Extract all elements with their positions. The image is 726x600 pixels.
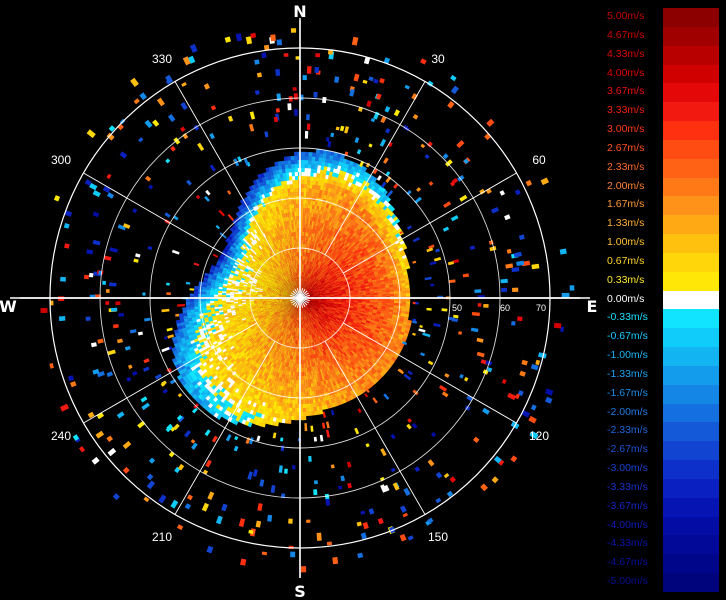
east-label: E [587, 297, 598, 316]
legend-swatch [663, 554, 719, 574]
legend-label: 4.33m/s [607, 47, 645, 60]
legend-label: -4.33m/s [607, 537, 648, 550]
legend-swatch [663, 234, 719, 254]
legend-label: -3.33m/s [607, 480, 648, 493]
legend-swatch [663, 26, 719, 47]
legend-label: 0.33m/s [607, 273, 645, 286]
legend-swatch [663, 139, 719, 160]
legend-label: -2.00m/s [607, 405, 648, 418]
azimuth-label: 30 [431, 52, 445, 66]
legend-swatch [663, 45, 719, 65]
legend-label: 3.00m/s [607, 123, 645, 136]
legend-label: -2.33m/s [607, 424, 648, 437]
legend-swatch [663, 252, 719, 273]
center-marker [290, 288, 310, 308]
legend-label: -3.67m/s [607, 499, 648, 512]
legend-swatch [663, 422, 719, 442]
legend-label: -1.33m/s [607, 367, 648, 380]
legend-swatch [663, 573, 719, 593]
legend-label: 1.67m/s [607, 198, 645, 211]
legend-label: 5.00m/s [607, 10, 645, 22]
legend-swatch [663, 328, 719, 348]
legend-swatch [663, 215, 719, 235]
legend-swatch [663, 121, 719, 141]
legend-label: 3.67m/s [607, 85, 645, 98]
radar-velocity-display: N S E W 30 60 120 150 210 240 300 330 50 60 70 [0, 2, 598, 600]
radar-echo-field [40, 28, 575, 573]
legend-swatch [663, 535, 719, 555]
azimuth-label: 210 [152, 530, 172, 544]
legend-label: 0.00m/s [607, 292, 645, 305]
legend-swatch [663, 8, 719, 28]
legend-swatch [663, 497, 719, 518]
legend-label: 4.00m/s [607, 66, 645, 79]
legend-swatch [663, 196, 719, 216]
range-label: 50 [452, 303, 462, 313]
legend-label: -4.67m/s [607, 556, 648, 569]
legend-label: -5.00m/s [607, 575, 648, 588]
azimuth-label: 330 [152, 52, 172, 66]
south-label: S [294, 582, 306, 600]
legend-label: -3.00m/s [607, 462, 648, 475]
legend-label: 2.33m/s [607, 160, 645, 173]
azimuth-label: 300 [51, 153, 71, 167]
legend-label: 0.67m/s [607, 254, 645, 267]
legend-label: 2.67m/s [607, 141, 645, 154]
legend-swatch [663, 403, 719, 423]
legend-label: -0.33m/s [607, 311, 648, 324]
legend-swatch [663, 347, 719, 367]
range-labels: 50 60 70 [452, 303, 546, 313]
legend-label: -1.00m/s [607, 349, 648, 362]
legend-swatch [663, 290, 719, 310]
west-label: W [0, 297, 17, 316]
legend-label: 3.33m/s [607, 104, 645, 117]
legend-label: -2.67m/s [607, 443, 648, 456]
legend-swatch [663, 64, 719, 84]
legend-swatch [663, 365, 719, 386]
legend-label: 2.00m/s [607, 179, 645, 192]
legend-swatch [663, 384, 719, 405]
legend-label: 4.67m/s [607, 28, 645, 41]
legend-swatch [663, 516, 719, 536]
legend-swatch [663, 102, 719, 122]
legend-swatch [663, 309, 719, 329]
north-label: N [293, 2, 306, 21]
legend-swatch [663, 83, 719, 103]
azimuth-label: 150 [428, 530, 448, 544]
azimuth-label: 60 [532, 153, 546, 167]
velocity-color-legend: 5.00m/s 4.67m/s 4.33m/s 4.00m/s 3.67m/s 3.33m… [605, 8, 721, 593]
legend-swatch [663, 271, 719, 292]
range-label: 70 [536, 303, 546, 313]
legend-label: 1.00m/s [607, 236, 645, 249]
azimuth-label: 120 [529, 429, 549, 443]
legend-label: -0.67m/s [607, 330, 648, 343]
azimuth-labels: 30 60 120 150 210 240 300 330 [51, 52, 549, 544]
legend-label: -1.67m/s [607, 386, 648, 399]
range-label: 60 [500, 303, 510, 313]
legend-label: -4.00m/s [607, 518, 648, 531]
legend-swatch [663, 478, 719, 499]
legend-label: 1.33m/s [607, 217, 645, 230]
legend-swatch [663, 177, 719, 197]
azimuth-label: 240 [51, 429, 71, 443]
legend-swatch [663, 460, 719, 480]
legend-swatch [663, 158, 719, 179]
legend-swatch [663, 441, 719, 461]
